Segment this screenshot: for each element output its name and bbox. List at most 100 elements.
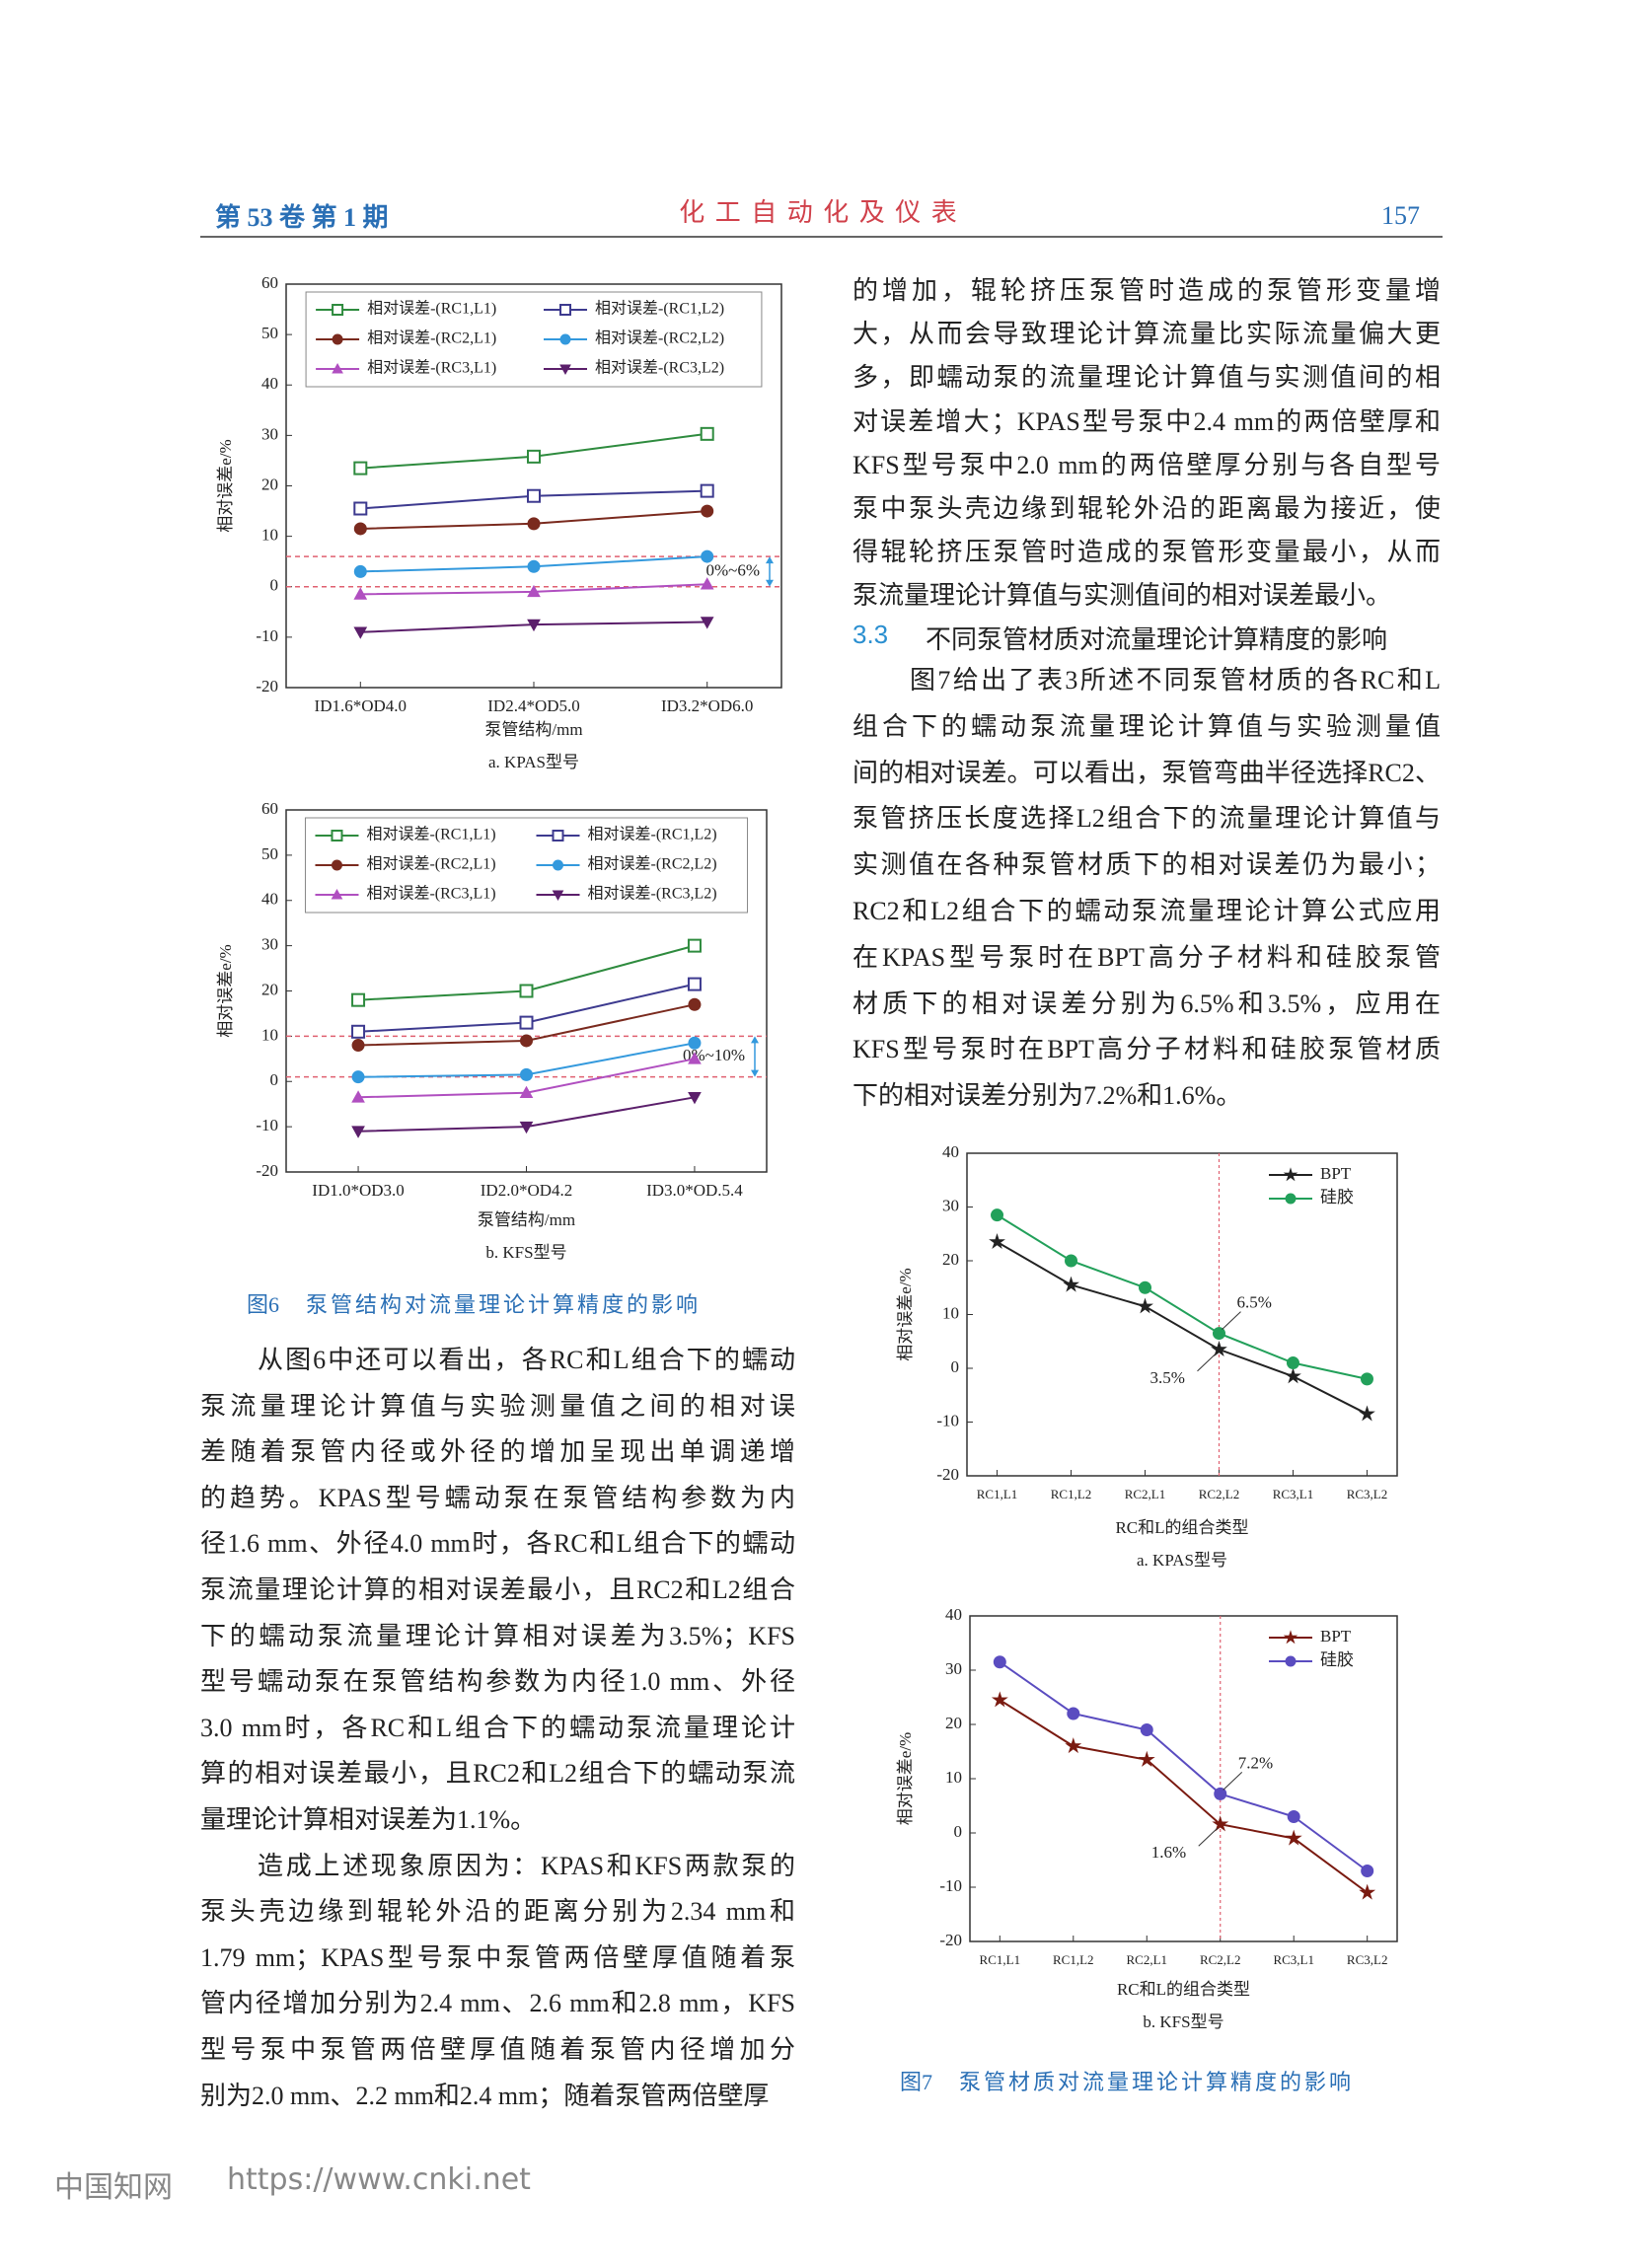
- text-line: KFS型号泵中2.0 mm的两倍壁厚分别与各自型号: [853, 450, 1441, 479]
- legend-label: 相对误差-(RC3,L2): [595, 359, 724, 377]
- marker: [1138, 1750, 1155, 1767]
- chart-subtitle: a. KPAS型号: [488, 753, 579, 771]
- text-line: 的趋势。KPAS型号蠕动泵在泵管结构参数为内: [200, 1483, 795, 1512]
- footer-site: 中国知网: [54, 2170, 173, 2205]
- y-tick-label: 10: [261, 1025, 278, 1044]
- x-axis-label: RC和L的组合类型: [1115, 1518, 1248, 1537]
- marker: [552, 830, 564, 841]
- header-page: 157: [1381, 201, 1420, 230]
- y-tick-label: 40: [945, 1605, 962, 1624]
- y-tick-label: -10: [256, 1116, 278, 1134]
- value-label: 7.2%: [1238, 1753, 1273, 1772]
- marker: [1359, 1883, 1376, 1900]
- marker: [353, 587, 368, 600]
- marker: [351, 1090, 365, 1103]
- text-line: 径1.6 mm、外径4.0 mm时，各RC和L组合下的蠕动: [200, 1529, 795, 1559]
- marker: [351, 992, 366, 1007]
- chart-subtitle: a. KPAS型号: [1137, 1551, 1227, 1570]
- figure-caption: 泵管材质对流量理论计算精度的影响: [959, 2070, 1354, 2094]
- marker: [519, 1121, 534, 1134]
- x-tick-label: ID1.0*OD3.0: [312, 1181, 405, 1200]
- marker: [331, 830, 343, 841]
- text-line: 大，从而会导致理论计算流量比实际流量偏大更: [853, 320, 1441, 349]
- y-tick-label: 10: [945, 1768, 962, 1787]
- series-line: [999, 1699, 1369, 1894]
- legend-label: 硅胶: [1320, 1650, 1354, 1669]
- section-title: 不同泵管材质对流量理论计算精度的影响: [926, 625, 1388, 654]
- marker: [527, 619, 541, 632]
- y-tick-label: 40: [261, 890, 278, 909]
- marker: [1285, 1655, 1297, 1667]
- marker: [1139, 1280, 1152, 1294]
- y-tick-label: -20: [936, 1465, 959, 1484]
- y-tick-label: 20: [261, 475, 278, 493]
- marker: [519, 1015, 534, 1030]
- x-tick-label: RC2,L2: [1199, 1487, 1240, 1501]
- text-line: 材质下的相对误差分别为6.5%和3.5%，应用在: [853, 988, 1441, 1018]
- text-line: 在KPAS型号泵时在BPT高分子材料和硅胶泵管: [853, 942, 1441, 972]
- marker: [331, 859, 342, 871]
- label-arrow: [1222, 1311, 1241, 1330]
- marker: [527, 488, 541, 503]
- bracket-head: [766, 579, 774, 587]
- text-line: 下的蠕动泵流量理论计算相对误差为3.5%；KFS: [200, 1621, 795, 1650]
- text-line: 泵流量理论计算值与实验测量值之间的相对误: [200, 1391, 795, 1421]
- y-tick-label: 50: [261, 844, 278, 863]
- legend-label: BPT: [1320, 1627, 1352, 1646]
- y-axis-label: 相对误差e/%: [216, 439, 235, 532]
- text-line: 图7给出了表3所述不同泵管材质的各RC和L: [910, 666, 1441, 695]
- text-line: 实测值在各种泵管材质下的相对误差仍为最小；: [853, 850, 1441, 880]
- text-line: 造成上述现象原因为：KPAS和KFS两款泵的: [258, 1851, 795, 1880]
- y-tick-label: -10: [256, 626, 278, 645]
- text-line: 算的相对误差最小，且RC2和L2组合下的蠕动泵流: [200, 1759, 795, 1789]
- text-line: 1.79 mm；KPAS型号泵中泵管两倍壁厚值随着泵: [200, 1942, 795, 1972]
- marker: [353, 461, 368, 476]
- text-line: 间的相对误差。可以看出，泵管弯曲半径选择RC2、: [853, 758, 1441, 787]
- y-tick-label: 30: [261, 424, 278, 443]
- chart-subtitle: b. KFS型号: [1143, 2012, 1223, 2031]
- marker: [351, 1126, 365, 1138]
- marker: [1065, 1254, 1078, 1268]
- y-tick-label: 30: [945, 1659, 962, 1678]
- text-line: 差随着泵管内径或外径的增加呈现出单调递增: [200, 1437, 795, 1467]
- value-label: 3.5%: [1149, 1368, 1184, 1387]
- marker: [527, 584, 541, 598]
- figure-label: 图6: [247, 1292, 279, 1317]
- marker: [351, 1024, 366, 1039]
- x-tick-label: RC1,L2: [1051, 1487, 1092, 1501]
- y-tick-label: -20: [256, 1161, 278, 1180]
- y-tick-label: 0: [270, 576, 279, 595]
- y-tick-label: 60: [261, 273, 278, 292]
- y-axis-label: 相对误差e/%: [216, 944, 235, 1037]
- marker: [1283, 1167, 1298, 1182]
- text-line: RC2和L2组合下的蠕动泵流量理论计算公式应用: [853, 897, 1441, 925]
- legend-label: 相对误差-(RC1,L1): [366, 826, 495, 843]
- text-line: KFS型号泵时在BPT高分子材料和硅胶泵管材质: [853, 1035, 1441, 1064]
- bracket-head: [751, 1036, 759, 1044]
- header-volume: 第 53 卷 第 1 期: [215, 203, 389, 232]
- x-tick-label: RC2,L2: [1200, 1952, 1241, 1967]
- y-tick-label: -20: [256, 677, 278, 695]
- y-tick-label: 0: [954, 1822, 963, 1841]
- marker: [991, 1691, 1008, 1708]
- x-tick-label: ID1.6*OD4.0: [315, 696, 408, 715]
- x-tick-label: ID3.0*OD.5.4: [646, 1181, 743, 1200]
- marker: [519, 1085, 534, 1099]
- bracket-head: [766, 556, 774, 564]
- label-arrow: [1223, 1772, 1243, 1791]
- marker: [1286, 1356, 1299, 1370]
- annotation: 0%~6%: [705, 560, 760, 579]
- marker: [332, 362, 343, 374]
- y-tick-label: -20: [939, 1931, 962, 1949]
- marker: [1063, 1276, 1079, 1292]
- chart-subtitle: b. KFS型号: [485, 1243, 566, 1262]
- marker: [552, 890, 564, 902]
- legend-label: 相对误差-(RC3,L1): [367, 359, 496, 377]
- x-tick-label: ID3.2*OD6.0: [661, 696, 754, 715]
- marker: [353, 522, 367, 536]
- label-arrow: [1197, 1353, 1217, 1372]
- text-line: 泵管挤压长度选择L2组合下的流量理论计算值与: [853, 804, 1441, 834]
- x-tick-label: ID2.0*OD4.2: [481, 1181, 573, 1200]
- marker: [687, 977, 702, 991]
